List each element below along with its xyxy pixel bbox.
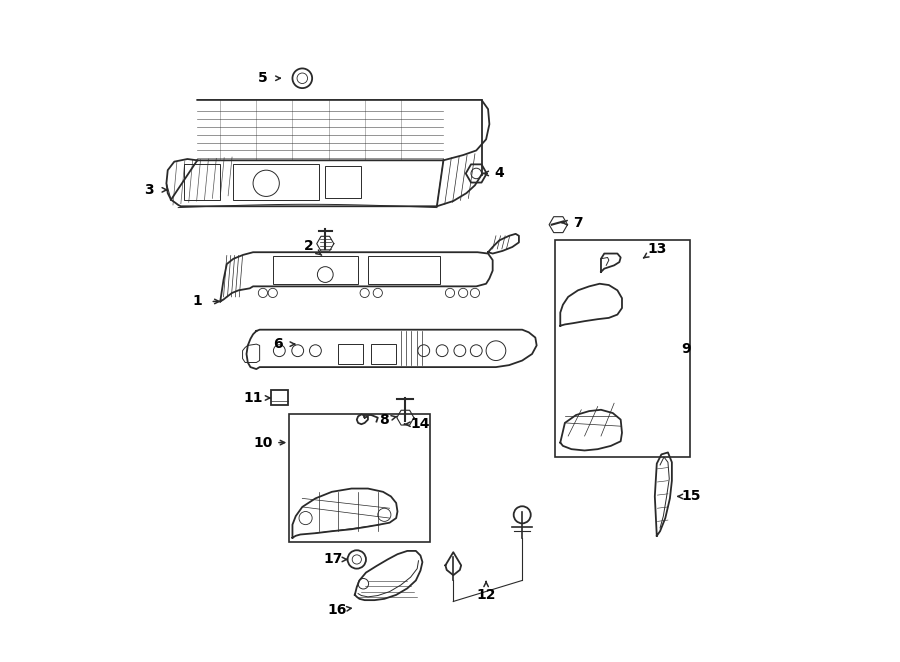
Text: 7: 7 — [573, 216, 583, 230]
Text: 11: 11 — [243, 391, 263, 405]
Bar — [233, 164, 319, 200]
Text: 15: 15 — [682, 489, 701, 503]
Text: 3: 3 — [145, 183, 154, 197]
Bar — [325, 166, 362, 198]
Text: 9: 9 — [681, 342, 691, 356]
Text: 13: 13 — [647, 242, 667, 256]
Text: 5: 5 — [258, 71, 268, 85]
Text: 2: 2 — [304, 239, 314, 253]
Text: 12: 12 — [476, 588, 496, 602]
Text: 10: 10 — [253, 436, 273, 449]
Bar — [371, 344, 396, 364]
Bar — [184, 164, 220, 200]
Text: 8: 8 — [380, 412, 389, 426]
Bar — [338, 344, 364, 364]
Bar — [289, 414, 430, 542]
Bar — [368, 256, 440, 284]
Text: 4: 4 — [494, 166, 504, 181]
Bar — [273, 256, 358, 284]
Bar — [555, 240, 689, 457]
Bar — [272, 390, 288, 404]
Text: 6: 6 — [274, 337, 283, 351]
Text: 1: 1 — [193, 295, 202, 308]
Text: 17: 17 — [323, 553, 343, 567]
Text: 16: 16 — [328, 603, 346, 617]
Text: 14: 14 — [410, 417, 430, 431]
